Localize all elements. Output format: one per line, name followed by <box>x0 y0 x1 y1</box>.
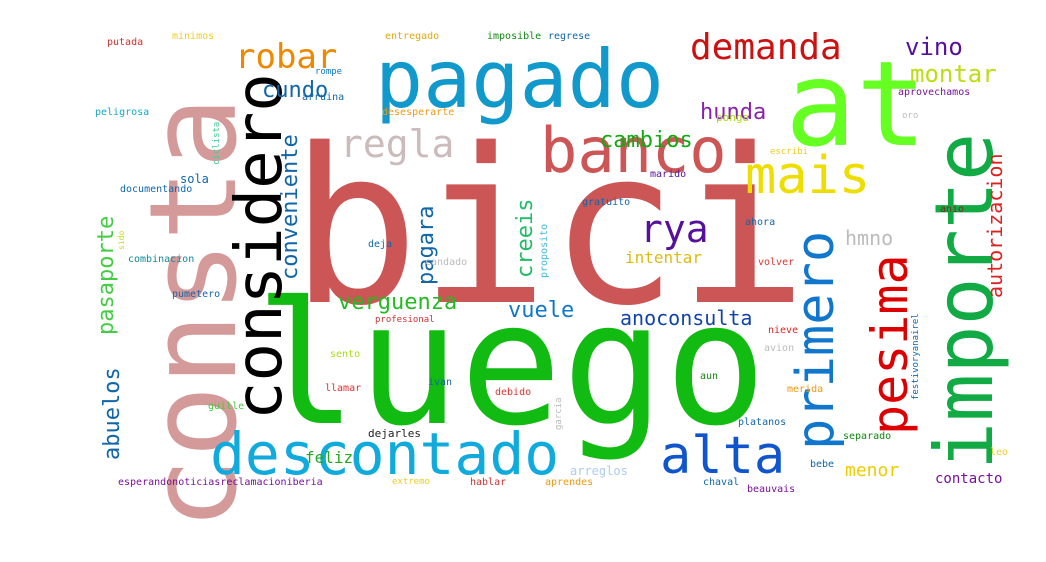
word-at: at <box>785 35 928 173</box>
word-marido: marido <box>650 169 687 180</box>
word-rompe: rompe <box>315 67 343 77</box>
word-merida: merida <box>787 384 824 395</box>
word-descontado: descontado <box>210 420 560 488</box>
word-minimos: minimos <box>172 31 215 42</box>
word-vuele: vuele <box>508 298 575 323</box>
word-avion: avion <box>764 343 795 354</box>
word-aun: aun <box>700 371 719 382</box>
word-montar: montar <box>910 60 997 88</box>
word-demanda: demanda <box>690 27 842 68</box>
word-documentando: documentando <box>120 184 193 195</box>
word-pagara: pagara <box>414 205 439 285</box>
word-ivan: ivan <box>428 377 453 388</box>
word-pumetero: pumetero <box>172 289 221 300</box>
word-esperandonoticiasreclamacioniberia: esperandonoticiasreclamacioniberia <box>118 477 323 488</box>
word-autorizacion: autorizacion <box>983 153 1007 299</box>
word-combinacion: combinacion <box>128 254 195 265</box>
word-oro: oro <box>902 111 919 121</box>
word-desesperarte: desesperarte <box>382 107 455 118</box>
word-festivoryanairel: festivoryanairel <box>911 313 921 400</box>
word-anoconsulta: anoconsulta <box>620 306 753 330</box>
word-conveniente: conveniente <box>278 134 303 280</box>
word-pesima: pesima <box>861 254 919 435</box>
word-ciclista: ciclista <box>212 121 222 165</box>
word-robar: robar <box>235 37 338 77</box>
word-banco: banco <box>540 114 727 187</box>
word-beauvais: beauvais <box>747 484 796 495</box>
word-proposito: proposito <box>539 223 550 278</box>
word-pasaporte: pasaporte <box>94 215 119 335</box>
word-ponga: ponga <box>716 111 750 124</box>
word-bici: bici <box>290 102 808 353</box>
word-escribi: escribi <box>770 147 808 157</box>
word-anio: anio <box>940 204 965 215</box>
word-primero: primero <box>786 230 846 450</box>
word-aprendes: aprendes <box>545 477 594 488</box>
word-peligrosa: peligrosa <box>95 107 150 118</box>
word-profesional: profesional <box>375 315 435 325</box>
word-cambios: cambios <box>600 128 693 153</box>
word-llamar: llamar <box>325 383 362 394</box>
word-creeis: creeis <box>513 198 538 278</box>
word-volver: volver <box>758 257 795 268</box>
word-menor: menor <box>845 460 900 481</box>
word-verguenza: verguenza <box>338 290 458 315</box>
word-sido: sido <box>117 230 126 250</box>
word-imposible: imposible <box>487 31 542 42</box>
word-arruina: arruina <box>302 92 345 103</box>
word-guille: guille <box>208 401 245 412</box>
word-debido: debido <box>495 387 532 398</box>
word-vino: vino <box>905 33 963 61</box>
word-deja: deja <box>368 239 393 250</box>
word-leo: leo <box>990 447 1009 458</box>
word-regrese: regrese <box>548 31 591 42</box>
word-chaval: chaval <box>703 477 740 488</box>
word-separado: separado <box>843 431 892 442</box>
word-arreglos: arreglos <box>570 464 628 478</box>
word-sento: sento <box>330 349 361 360</box>
word-cundo: cundo <box>262 78 329 103</box>
word-pagado: pagado <box>375 33 664 126</box>
word-alta: alta <box>660 426 786 486</box>
word-intentar: intentar <box>625 248 703 267</box>
word-gratuito: gratuito <box>582 197 631 208</box>
word-hunda: hunda <box>700 100 767 125</box>
word-ahora: ahora <box>745 217 776 228</box>
word-dejarles: dejarles <box>368 427 421 440</box>
word-putada: putada <box>107 37 144 48</box>
word-extremo: extremo <box>392 477 430 487</box>
word-feliz: feliz <box>305 448 354 467</box>
word-sola: sola <box>180 172 209 186</box>
word-candado: candado <box>425 257 468 268</box>
word-mais: mais <box>745 146 871 206</box>
word-aprovechamos: aprovechamos <box>898 87 971 98</box>
word-bebe: bebe <box>810 459 835 470</box>
word-rya: rya <box>640 207 709 251</box>
word-entregado: entregado <box>385 31 440 42</box>
word-nieve: nieve <box>768 325 799 336</box>
word-platanos: platanos <box>738 417 787 428</box>
word-regla: regla <box>340 122 455 166</box>
word-abuelos: abuelos <box>100 367 125 460</box>
word-hablar: hablar <box>470 477 507 488</box>
word-luego: luego <box>255 266 767 464</box>
word-hmno: hmno <box>845 226 894 250</box>
word-garcia: garcia <box>554 397 564 430</box>
word-contacto: contacto <box>935 471 1003 487</box>
